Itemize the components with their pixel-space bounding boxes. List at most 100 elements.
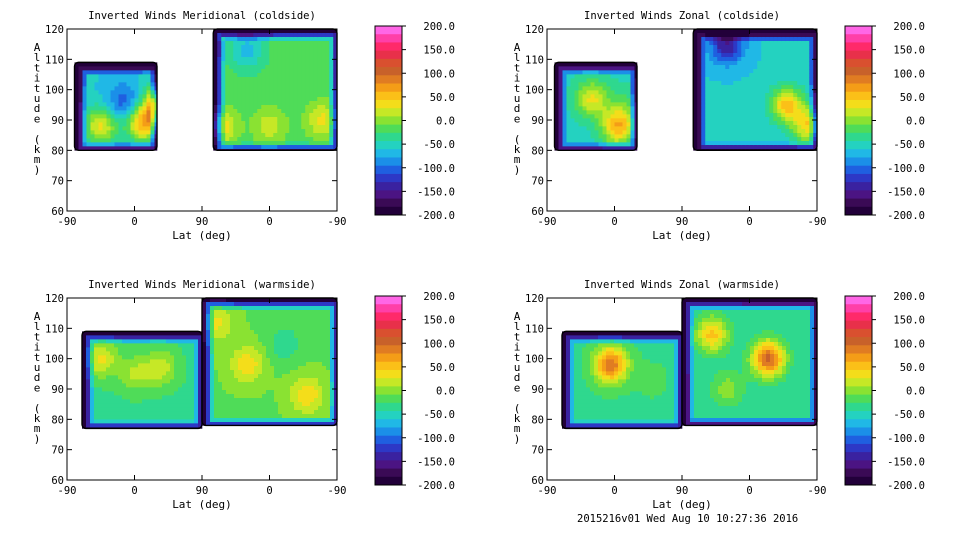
field-cell (630, 78, 635, 83)
field-cell (318, 330, 323, 335)
field-cell (242, 338, 247, 343)
field-cell (194, 343, 199, 348)
field-cell (326, 406, 331, 411)
field-cell (302, 422, 307, 426)
field-cell (198, 379, 203, 384)
field-cell (249, 101, 254, 106)
field-cell (769, 53, 774, 58)
field-cell (258, 398, 263, 403)
field-cell (765, 53, 770, 58)
field-cell (218, 342, 223, 347)
field-cell (238, 318, 243, 323)
field-cell (586, 138, 591, 143)
field-cell (813, 53, 818, 58)
field-cell (261, 37, 266, 42)
field-cell (310, 326, 315, 331)
field-cell (745, 53, 750, 58)
field-cell (186, 415, 191, 420)
field-cell (206, 414, 211, 419)
field-cell (86, 387, 91, 392)
field-cell (110, 375, 115, 380)
field-cell (241, 45, 246, 50)
field-cell (270, 306, 275, 311)
field-cell (142, 347, 147, 352)
colorbar-segment (375, 58, 402, 68)
field-cell (333, 93, 338, 98)
field-cell (218, 298, 223, 303)
field-cell (274, 326, 279, 331)
field-cell (94, 66, 99, 71)
field-cell (134, 94, 139, 99)
field-cell (634, 102, 638, 107)
field-cell (198, 407, 203, 412)
field-cell (162, 403, 167, 408)
field-cell (229, 69, 234, 74)
field-cell (166, 335, 171, 340)
field-cell (222, 410, 227, 415)
field-cell (98, 403, 103, 408)
field-cell (226, 390, 231, 395)
field-cell (269, 57, 274, 62)
y-tick-label: 90 (531, 115, 544, 127)
field-cell (114, 110, 119, 115)
field-cell (194, 383, 199, 388)
field-cell (174, 363, 179, 368)
field-cell (813, 113, 818, 118)
field-cell (265, 41, 270, 46)
field-cell (697, 49, 702, 54)
field-cell (118, 62, 123, 67)
field-cell (230, 406, 235, 411)
field-cell (709, 93, 714, 98)
field-cell (761, 97, 766, 102)
field-cell (626, 126, 631, 131)
field-cell (326, 382, 331, 387)
field-cell (142, 419, 147, 424)
field-cell (222, 402, 227, 407)
field-cell (286, 386, 291, 391)
field-cell (257, 57, 262, 62)
field-cell (150, 379, 155, 384)
field-cell (158, 343, 163, 348)
field-cell (290, 378, 295, 383)
field-cell (206, 370, 211, 375)
field-cell (206, 366, 211, 371)
field-cell (797, 117, 802, 122)
field-cell (334, 314, 338, 319)
field-cell (118, 363, 123, 368)
field-cell (126, 94, 131, 99)
field-cell (737, 141, 742, 146)
field-cell (317, 85, 322, 90)
field-cell (809, 57, 814, 62)
field-cell (306, 358, 311, 363)
field-cell (154, 347, 159, 352)
field-cell (138, 106, 143, 111)
field-cell (321, 141, 326, 146)
field-cell (245, 125, 250, 130)
field-cell (130, 375, 135, 380)
field-cell (809, 33, 814, 38)
field-cell (222, 354, 227, 359)
field-cell (729, 53, 734, 58)
colorbar-label: 150.0 (423, 45, 455, 57)
field-cell (773, 93, 778, 98)
field-cell (142, 371, 147, 376)
field-cell (226, 418, 231, 423)
field-cell (126, 363, 131, 368)
field-cell (270, 310, 275, 315)
field-cell (733, 93, 738, 98)
field-cell (294, 334, 299, 339)
field-cell (297, 85, 302, 90)
field-cell (813, 121, 818, 126)
field-cell (194, 395, 199, 400)
field-cell (122, 106, 127, 111)
field-cell (570, 118, 575, 123)
field-cell (114, 118, 119, 123)
field-cell (250, 298, 255, 303)
field-cell (733, 77, 738, 82)
field-cell (717, 57, 722, 62)
field-cell (602, 102, 607, 107)
field-cell (182, 423, 187, 428)
field-cell (245, 93, 250, 98)
field-cell (737, 109, 742, 114)
